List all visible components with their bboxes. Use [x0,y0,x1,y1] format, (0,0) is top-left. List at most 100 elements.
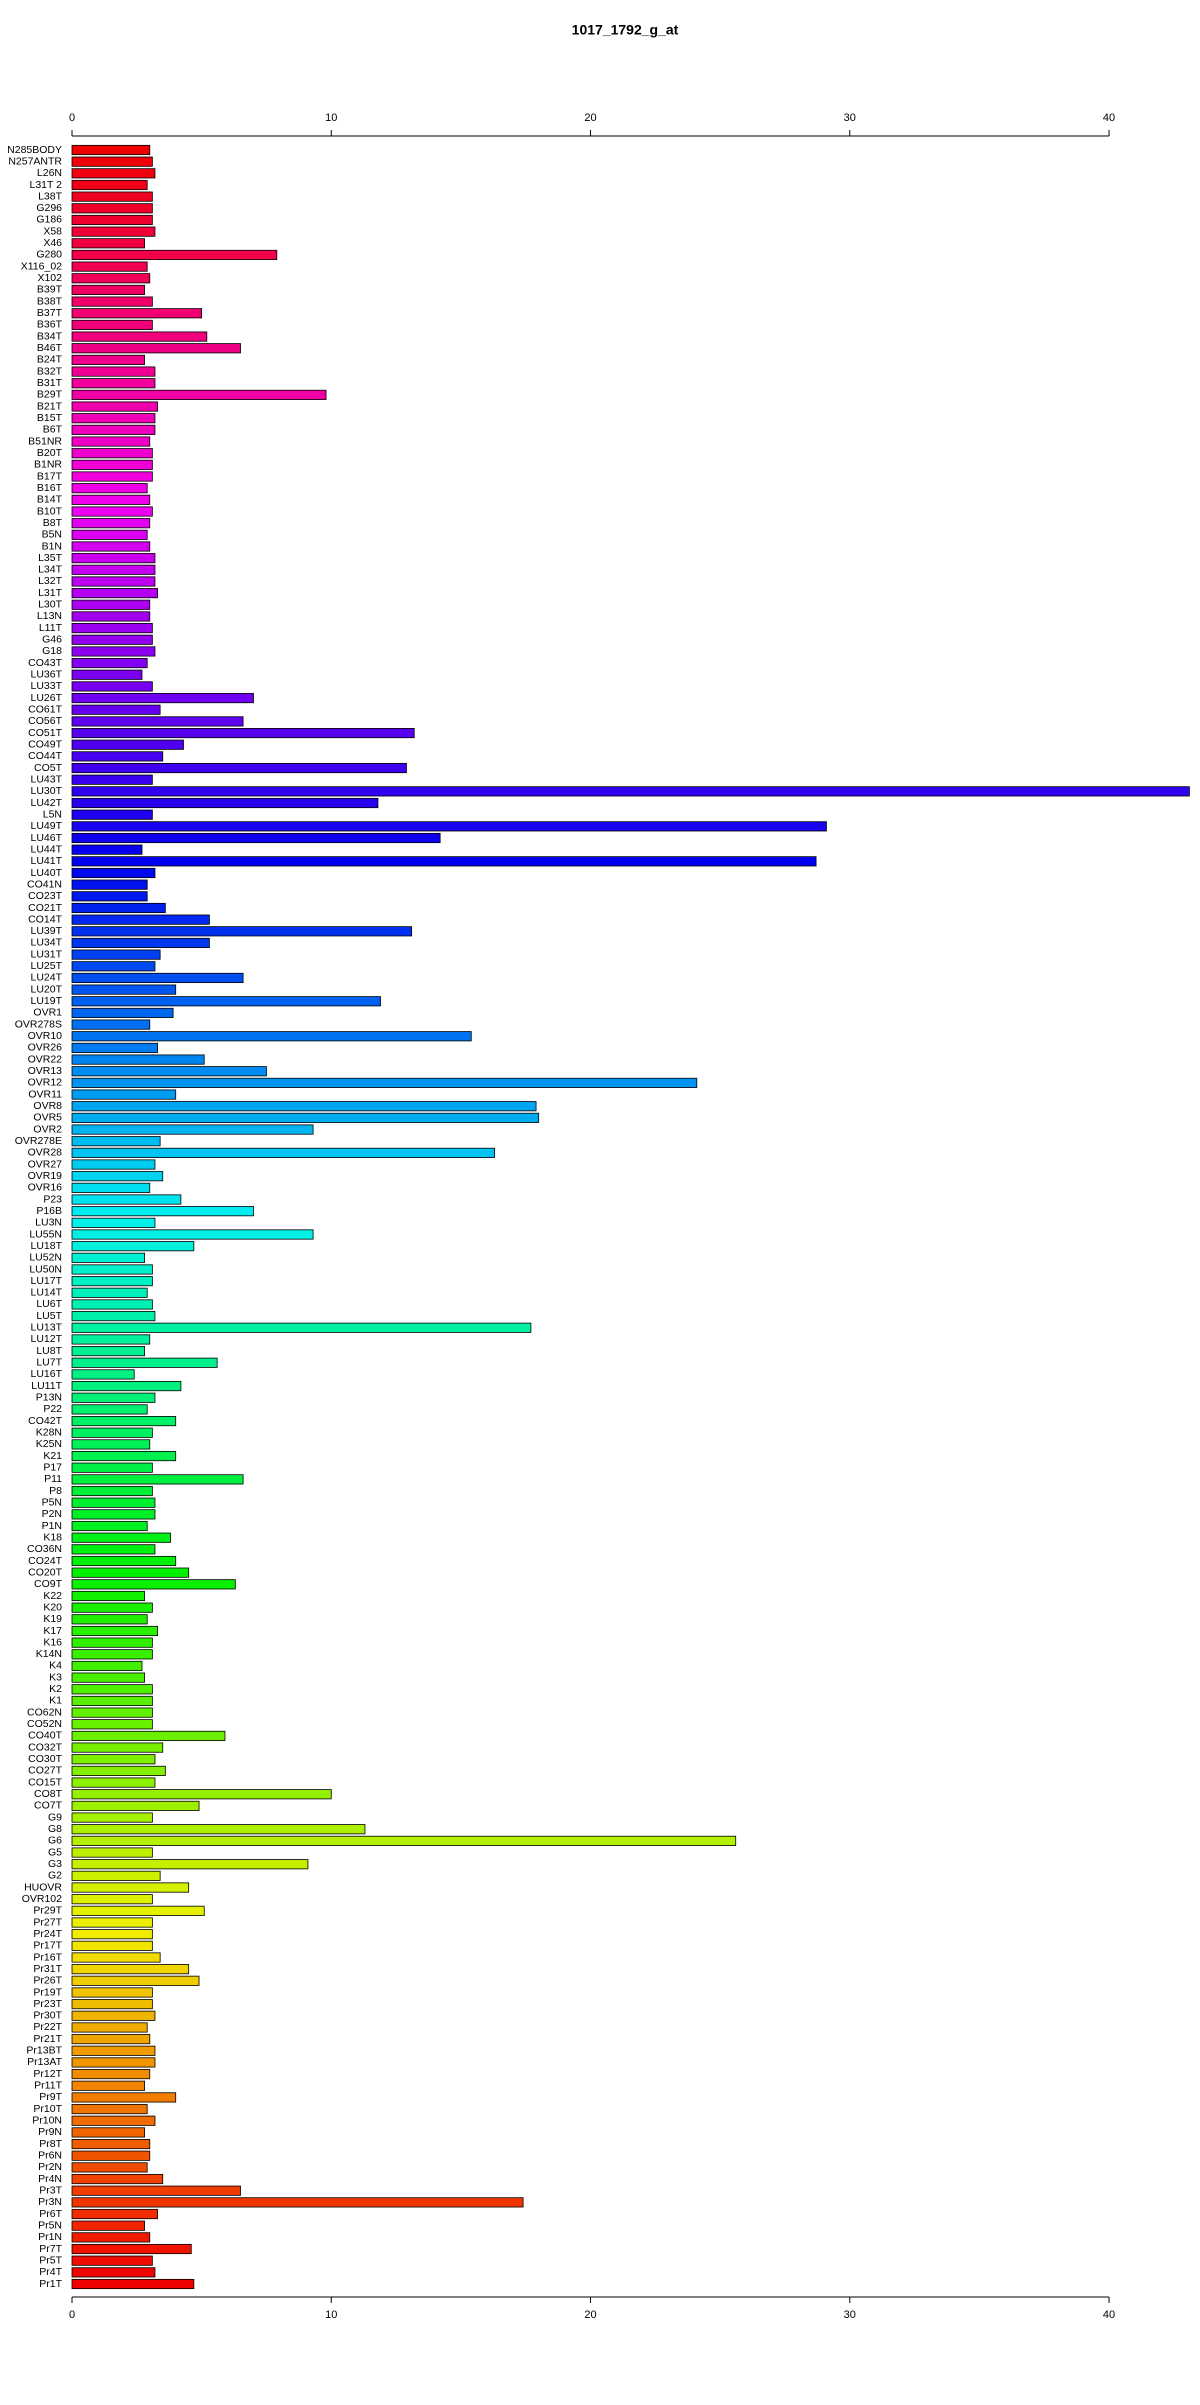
category-label: CO7T [34,1800,63,1812]
x-tick-label: 30 [844,112,856,124]
bar [71,809,153,820]
bar [71,1019,151,1030]
category-label: Pr6N [38,2150,62,2162]
category-label: B20T [37,447,63,459]
bar [71,296,153,307]
category-label: LU44T [30,843,62,855]
category-label: CO23T [28,890,62,902]
bar [71,1555,177,1567]
bar [71,1952,161,1963]
bar [71,2208,158,2220]
bar [71,996,381,1007]
bar [71,2069,151,2080]
bar [71,1964,190,1975]
bar [71,564,156,575]
bar [71,2080,145,2091]
bar [71,1742,164,1753]
bar [71,413,156,424]
bar [71,214,153,226]
bar [71,844,143,855]
category-label: Pr9T [39,2091,62,2103]
bar [71,459,153,470]
category-label: G3 [48,1858,62,1870]
bar [71,1777,156,1788]
bar [71,2173,164,2185]
category-label: CO14T [28,913,62,925]
bar [71,1159,156,1170]
x-tick-label: 40 [1103,2309,1115,2321]
category-label: OVR102 [22,1893,62,1905]
category-label: P11 [44,1473,62,1485]
bar [71,2057,156,2068]
category-label: Pr1N [38,2231,62,2243]
category-label: K21 [43,1450,62,1462]
bar [71,1800,200,1811]
bar [71,1859,309,1870]
bar [71,926,413,937]
category-label: Pr17T [33,1940,62,1952]
bar [71,1392,156,1403]
category-label: CO20T [28,1566,62,1578]
category-label: LU55N [29,1228,62,1240]
category-label: G2 [48,1870,62,1882]
category-label: G9 [48,1811,62,1823]
category-label: CO32T [28,1741,62,1753]
category-label: L30T [38,599,63,611]
bar [71,471,153,482]
category-label: Pr6T [39,2208,62,2220]
bar [71,553,156,564]
category-label: OVR10 [28,1030,63,1042]
bar [71,669,143,680]
category-label: CO30T [28,1753,62,1765]
bar [71,1136,161,1147]
category-label: K3 [49,1671,62,1683]
bar [71,1847,153,1858]
category-label: LU20T [30,983,62,995]
bar [71,599,151,610]
category-label: K22 [43,1590,62,1602]
bar [71,1206,254,1217]
bar [71,343,241,354]
bar [71,739,184,750]
bar [71,623,153,634]
bar [71,2232,151,2243]
bar [71,1882,190,1893]
category-label: LU36T [30,669,62,681]
category-label: CO42T [28,1415,62,1427]
category-label: Pr21T [33,2033,62,2045]
category-label: LU50N [29,1263,62,1275]
category-label: X102 [37,272,62,284]
category-label: Pr26T [33,1975,62,1987]
bar [71,1812,153,1823]
category-label: CO8T [34,1788,63,1800]
bar [71,518,151,529]
category-label: LU43T [30,773,62,785]
category-label: LU8T [36,1345,62,1357]
category-label: B39T [37,284,63,296]
bar [71,319,153,330]
bar [71,436,151,447]
bar [71,588,158,599]
category-label: LU16T [30,1368,62,1380]
bar [71,529,148,540]
bar [71,961,156,972]
category-label: LU46T [30,832,62,844]
bar [71,1439,151,1450]
bar [71,1171,164,1182]
bar [71,1497,156,1508]
bar [71,693,254,704]
category-label: B14T [37,494,63,506]
category-label: P23 [43,1193,62,1205]
bar [71,832,441,844]
bar [71,937,210,949]
category-label: P8 [49,1485,62,1497]
category-label: CO56T [28,715,62,727]
category-label: B31T [37,377,63,389]
bar [71,576,156,587]
category-label: Pr9N [38,2126,62,2138]
category-label: OVR27 [28,1158,63,1170]
bar [71,506,153,517]
category-label: B17T [37,470,63,482]
bar [71,1987,153,1998]
category-label: K14N [36,1648,62,1660]
